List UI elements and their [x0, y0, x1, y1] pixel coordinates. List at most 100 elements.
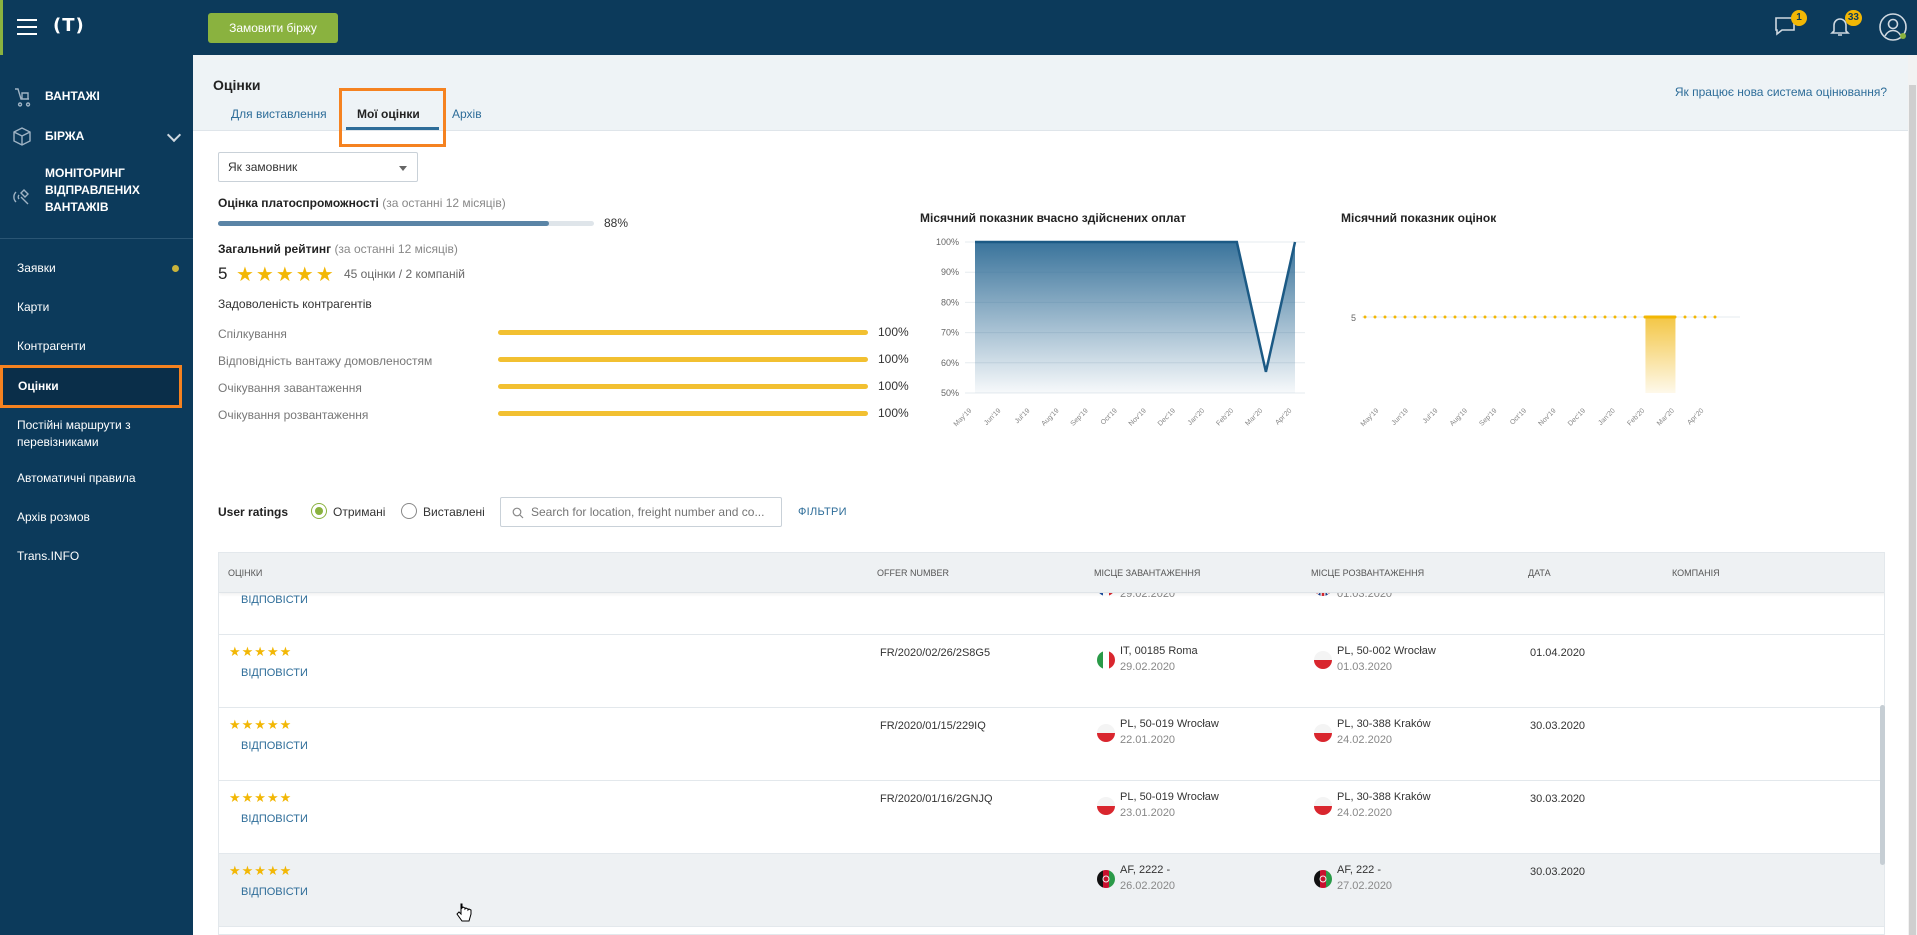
search-box[interactable] [500, 497, 782, 527]
data-point [1533, 315, 1537, 319]
table-header: ОЦІНКИ OFFER NUMBER МІСЦЕ ЗАВАНТАЖЕННЯ М… [219, 553, 1884, 593]
sidebar-item-routes[interactable]: Постійні маршрути з перевізниками [17, 418, 131, 449]
solvency-title: Оцінка платоспроможності [218, 196, 379, 210]
table-row[interactable]: ★★★★★ ВІДПОВІСТИ FR/2020/01/16/2GNJQ PL, 50… [219, 781, 1884, 854]
data-point [1663, 315, 1667, 319]
offer-number[interactable]: FR/2020/02/26/2S8G5 [880, 647, 991, 659]
logo[interactable]: (T) [53, 15, 85, 36]
x-tick-label: Sep'19 [1070, 407, 1090, 427]
overall-score: 5 [218, 264, 228, 283]
x-tick-label: Aug'19 [1449, 407, 1469, 427]
satellite-icon [13, 189, 29, 205]
tab-archive[interactable]: Архів [452, 107, 482, 121]
satisfaction-value: 100% [878, 325, 909, 339]
x-tick-label: Dec'19 [1157, 407, 1177, 427]
cargo-icon [15, 88, 31, 107]
sidebar-item-maps[interactable]: Карти [17, 300, 50, 314]
sidebar-item-requests[interactable]: Заявки [17, 261, 56, 275]
radio-received-label[interactable]: Отримані [333, 505, 386, 519]
row-stars: ★★★★★ [229, 791, 293, 806]
sidebar-item-contractors[interactable]: Контрагенти [17, 339, 86, 353]
reply-link[interactable]: ВІДПОВІСТИ [241, 740, 308, 752]
radio-received[interactable] [311, 503, 327, 519]
rating-date: 30.03.2020 [1530, 720, 1586, 732]
reply-link[interactable]: ВІДПОВІСТИ [241, 886, 308, 898]
sidebar-item-monitoring[interactable]: МОНІТОРИНГ ВІДПРАВЛЕНИХ ВАНТАЖІВ [0, 165, 193, 225]
sidebar-item-ratings[interactable]: Оцінки [0, 365, 182, 408]
table-row[interactable]: ★★★★★ ВІДПОВІСТИ AF, 2222 - 26.02.2020 AF, 2… [219, 854, 1884, 927]
sidebar-item-label: Оцінки [18, 379, 59, 393]
satisfaction-value: 100% [878, 406, 909, 420]
menu-icon[interactable] [17, 19, 37, 35]
satisfaction-value: 100% [878, 379, 909, 393]
ratings-chart: 5 May'19 Jun'19 Jul'19 Aug'19 Sep'19 Oct'19 Nov… [1351, 313, 1740, 428]
offer-number[interactable]: FR/2020/01/15/229IQ [880, 720, 986, 732]
sidebar: ВАНТАЖІ БІРЖА МОНІТОРИНГ ВІДПРАВЛЕНИХ ВА… [0, 55, 193, 935]
x-tick-label: Jun'19 [1391, 407, 1410, 426]
solvency-period: (за останні 12 місяців) [382, 196, 506, 210]
unloading-place: PL, 30-388 Kraków [1337, 718, 1431, 730]
satisfaction-label-cargo-match: Відповідність вантажу домовленостям [218, 354, 433, 368]
messages-icon[interactable]: 1 [1773, 10, 1807, 40]
sidebar-item-exchange[interactable]: БІРЖА [0, 125, 193, 149]
sidebar-item-cargo[interactable]: ВАНТАЖІ [0, 85, 193, 109]
order-exchange-button[interactable]: Замовити біржу [208, 13, 338, 43]
sidebar-item-auto-rules[interactable]: Автоматичні правила [17, 471, 136, 485]
col-ratings[interactable]: ОЦІНКИ [228, 568, 263, 578]
table-row[interactable]: ★★★★★ ВІДПОВІСТИ FR/2020/01/15/229IQ PL, 50… [219, 708, 1884, 781]
data-point [1513, 315, 1517, 319]
satisfaction-value: 100% [878, 352, 909, 366]
reply-link[interactable]: ВІДПОВІСТИ [241, 667, 308, 679]
data-point [1433, 315, 1437, 319]
data-point [1703, 315, 1707, 319]
search-input[interactable] [531, 504, 776, 520]
star-icons: ★★★★★ [236, 262, 336, 286]
radio-given[interactable] [401, 503, 417, 519]
rating-meta: 45 оцінки / 2 компаній [344, 267, 465, 281]
x-tick-label: Jul'19 [1014, 407, 1032, 425]
reply-link[interactable]: ВІДПОВІСТИ [241, 594, 308, 606]
sidebar-item-label: МОНІТОРИНГ ВІДПРАВЛЕНИХ ВАНТАЖІВ [45, 166, 140, 214]
solvency-label: Оцінка платоспроможності (за останні 12 … [218, 196, 506, 210]
data-point [1693, 315, 1697, 319]
unloading-place: AF, 222 - [1337, 864, 1382, 876]
flag-pl-icon [1314, 724, 1332, 742]
data-point [1463, 315, 1467, 319]
reply-link[interactable]: ВІДПОВІСТИ [241, 813, 308, 825]
user-avatar-icon[interactable] [1878, 12, 1908, 42]
radio-given-label[interactable]: Виставлені [423, 505, 485, 519]
data-point [1383, 315, 1387, 319]
tab-to-rate[interactable]: Для виставлення [231, 107, 327, 121]
filters-link[interactable]: ФІЛЬТРИ [798, 506, 847, 518]
tab-my-ratings[interactable]: Мої оцінки [357, 107, 420, 121]
sidebar-item-transinfo[interactable]: Trans.INFO [17, 549, 80, 563]
data-point [1443, 315, 1447, 319]
chevron-down-icon[interactable] [166, 127, 182, 143]
page-scrollbar[interactable] [1908, 55, 1917, 935]
data-point [1423, 315, 1427, 319]
row-stars: ★★★★★ [229, 718, 293, 733]
x-tick-label: May'19 [953, 407, 974, 428]
data-point [1573, 315, 1577, 319]
col-date[interactable]: ДАТА [1528, 568, 1551, 578]
x-tick-label: Nov'19 [1537, 407, 1557, 427]
data-point [1553, 315, 1557, 319]
sidebar-item-chat-archive[interactable]: Архів розмов [17, 510, 90, 524]
help-link[interactable]: Як працює нова система оцінювання? [1674, 85, 1887, 99]
unloading-place: PL, 30-388 Kraków [1337, 791, 1431, 803]
y-tick-label: 70% [941, 328, 959, 338]
x-tick-label: Apr'20 [1686, 407, 1705, 426]
col-offer-number[interactable]: OFFER NUMBER [877, 568, 949, 578]
col-unloading-place[interactable]: МІСЦЕ РОЗВАНТАЖЕННЯ [1311, 568, 1425, 578]
table-row[interactable]: ★★★★★ ВІДПОВІСТИ FR/2020/02/26/2S8G5 IT, 00… [219, 635, 1884, 708]
page-header: Оцінки Для виставлення Мої оцінки Архів … [193, 55, 1917, 147]
role-select[interactable]: Як замовник [218, 152, 418, 182]
table-scrollbar[interactable] [1880, 705, 1885, 865]
col-company[interactable]: КОМПАНІЯ [1672, 568, 1720, 578]
loading-place: PL, 50-019 Wrocław [1120, 718, 1219, 730]
col-loading-place[interactable]: МІСЦЕ ЗАВАНТАЖЕННЯ [1094, 568, 1201, 578]
role-select-value: Як замовник [228, 160, 298, 174]
offer-number[interactable]: FR/2020/01/16/2GNJQ [880, 793, 993, 805]
unloading-date: 01.03.2020 [1337, 661, 1393, 673]
notifications-icon[interactable]: 33 [1828, 10, 1862, 40]
